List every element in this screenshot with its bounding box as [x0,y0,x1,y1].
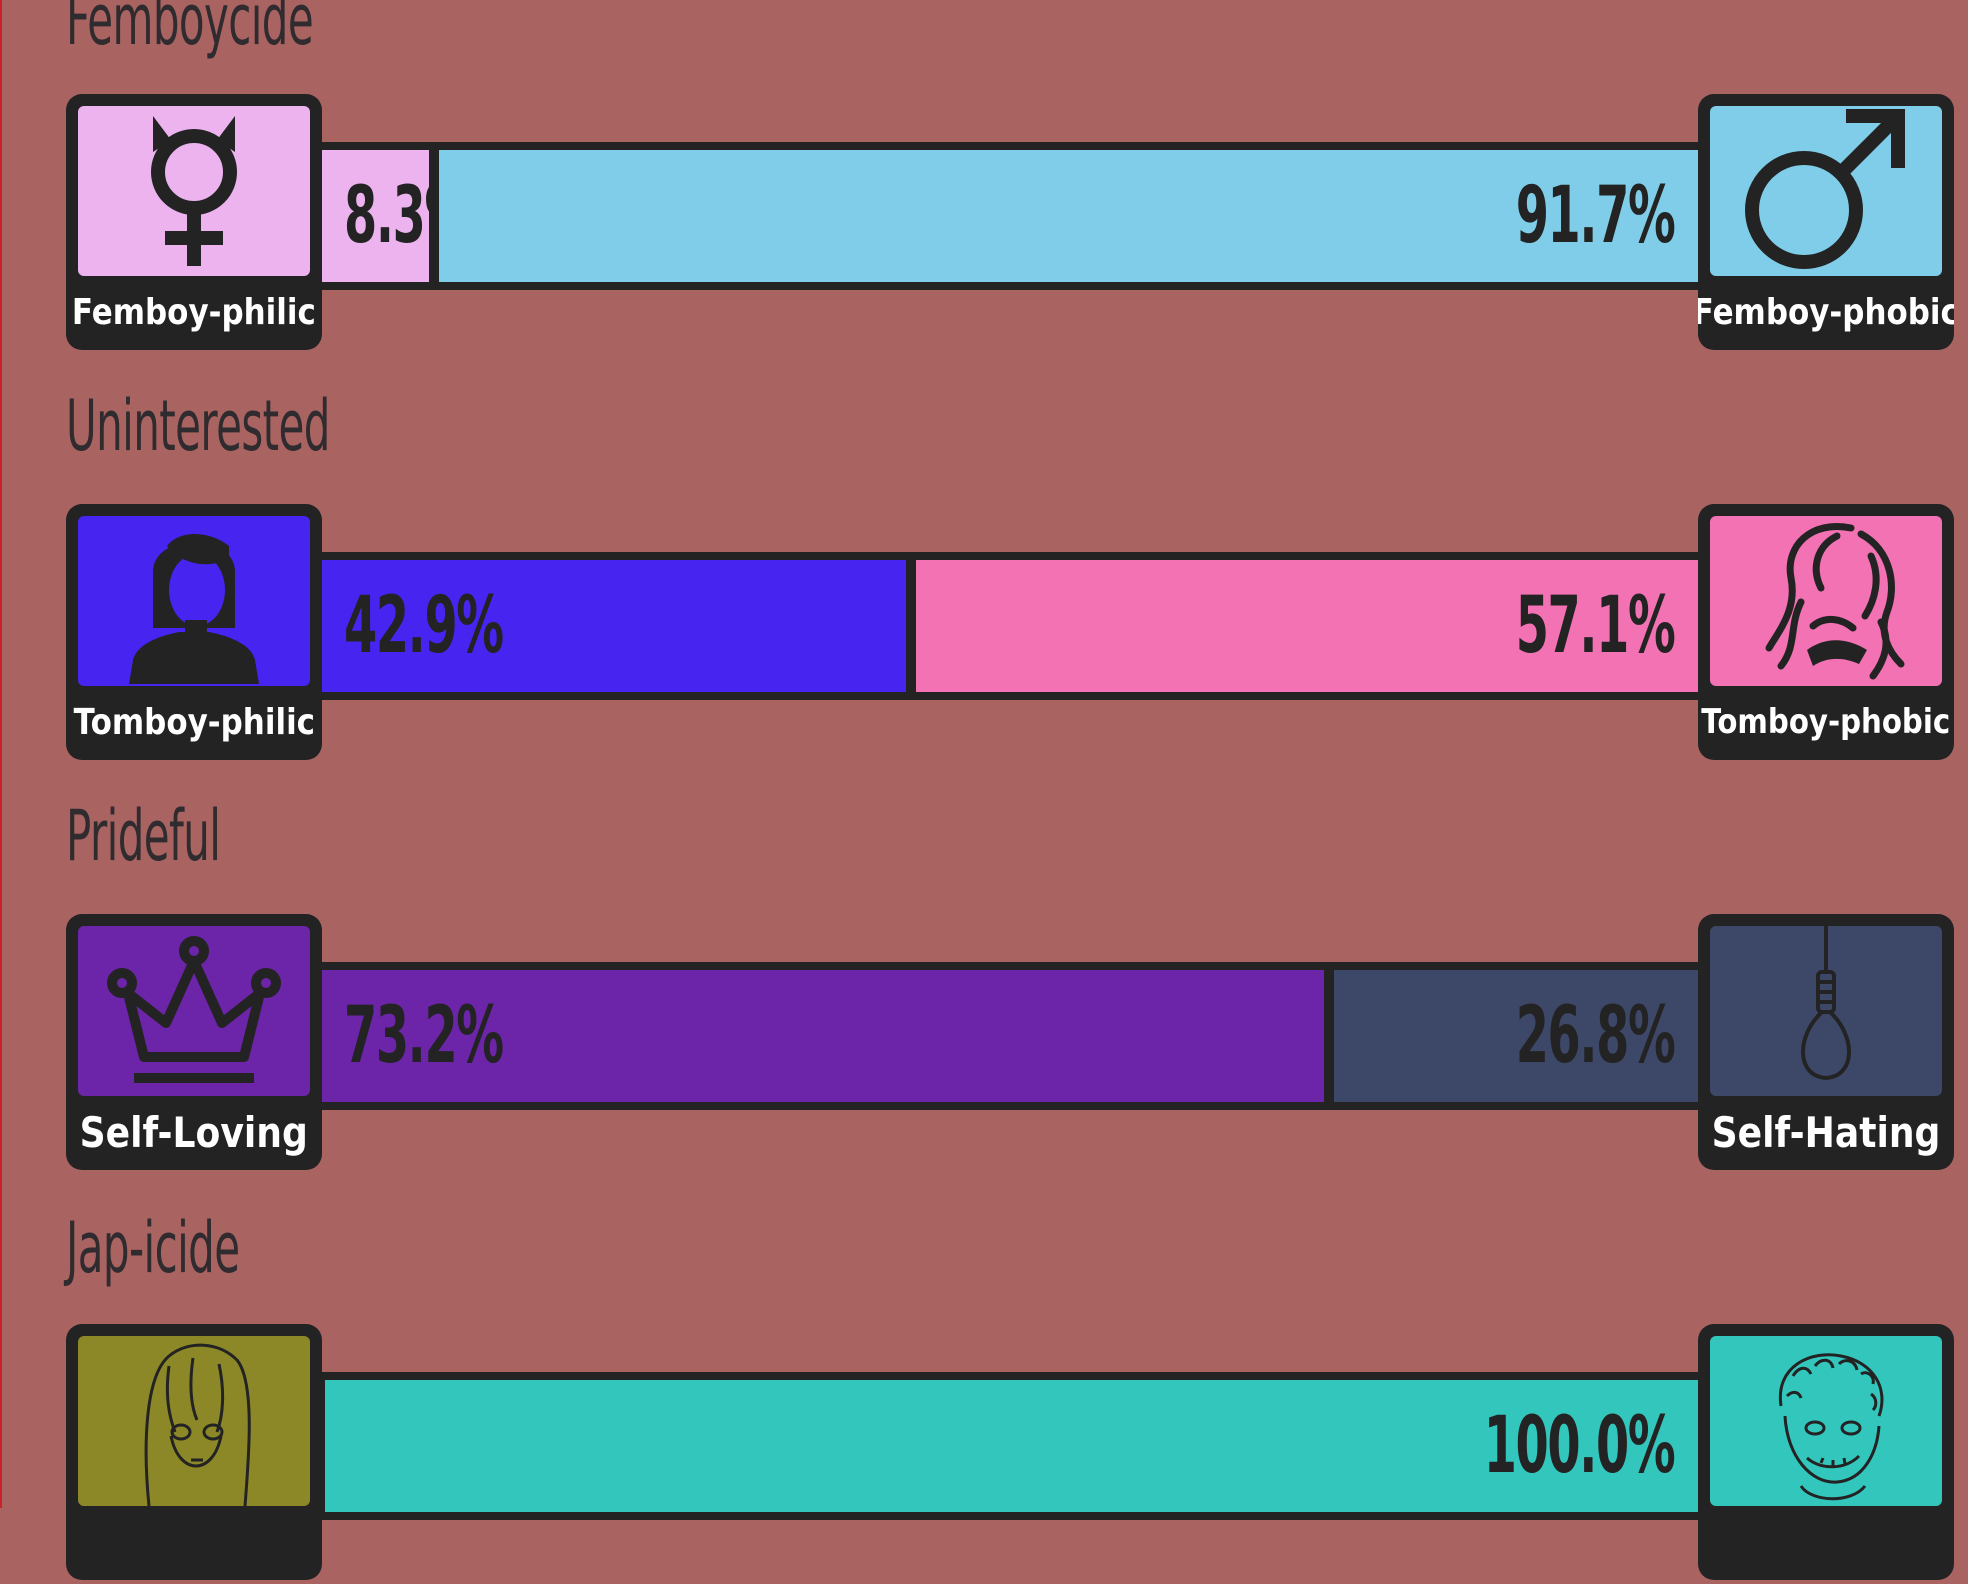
right-card-label: Femboy-phobic [1698,291,1954,333]
right-card-icon-area [1710,516,1942,686]
left-percent: 42.9% [344,581,504,671]
left-card-icon-area [78,1336,310,1506]
axis-title-jap-icide: Jap-icide [66,1207,240,1289]
noose-icon [1766,926,1886,1096]
left-card-icon-area [78,516,310,686]
left-label-card [66,1324,322,1580]
axis-row-prideful: 73.2% 26.8% Self-Loving [0,914,1968,1174]
axis-bar: 42.9% 57.1% [316,552,1702,700]
left-card-icon-area [78,106,310,276]
mercury-icon [109,106,279,276]
right-segment: 100.0% [325,1380,1698,1512]
right-percent: 100.0% [1483,1401,1675,1491]
left-edge-line [0,0,2,1508]
right-card-icon-area [1710,106,1942,276]
left-label-card: Self-Loving [66,914,322,1170]
axis-title-uninterested: Uninterested [66,385,330,467]
right-card-icon-area [1710,926,1942,1096]
axis-bar: 8.3% 91.7% [316,142,1702,290]
left-card-label: Self-Loving [79,1107,309,1157]
axis-row-jap-icide: 100.0% [0,1324,1968,1584]
left-label-card: Tomboy-philic [66,504,322,760]
left-percent: 73.2% [344,991,504,1081]
axis-bar: 100.0% [316,1372,1702,1520]
right-card-label [1698,1506,1954,1578]
right-segment: 91.7% [439,150,1698,282]
anime-girl-icon [109,1336,279,1506]
right-label-card [1698,1324,1954,1580]
left-card-label [66,1506,322,1578]
right-label-card: Femboy-phobic [1698,94,1954,350]
crown-icon [104,931,284,1091]
axis-row-uninterested: 42.9% 57.1% Tomboy-philic [0,504,1968,764]
left-card-label: Tomboy-philic [73,701,315,743]
right-percent: 26.8% [1515,991,1675,1081]
left-segment: 8.3% [320,150,472,282]
left-segment: 73.2% [320,970,1324,1102]
left-card-icon-area [78,926,310,1096]
mars-icon [1736,106,1916,276]
left-card-label: Femboy-philic [72,291,317,333]
right-card-label: Self-Hating [1711,1107,1941,1157]
grinning-face-icon [1741,1336,1911,1506]
right-segment: 26.8% [1334,970,1698,1102]
axis-title-femboycide: Femboycide [66,0,314,61]
right-percent: 57.1% [1515,581,1675,671]
right-card-icon-area [1710,1336,1942,1506]
right-segment: 57.1% [916,560,1698,692]
axis-title-prideful: Prideful [66,795,221,877]
right-card-label: Tomboy-phobic [1701,702,1951,742]
short-hair-person-icon [109,516,279,686]
axis-bar: 73.2% 26.8% [316,962,1702,1110]
right-label-card: Tomboy-phobic [1698,504,1954,760]
right-percent: 91.7% [1515,171,1675,261]
axis-row-femboycide: 8.3% 91.7% Femboy-philic [0,94,1968,354]
left-label-card: Femboy-philic [66,94,322,350]
left-segment: 42.9% [320,560,906,692]
right-label-card: Self-Hating [1698,914,1954,1170]
long-hair-woman-icon [1741,516,1911,686]
